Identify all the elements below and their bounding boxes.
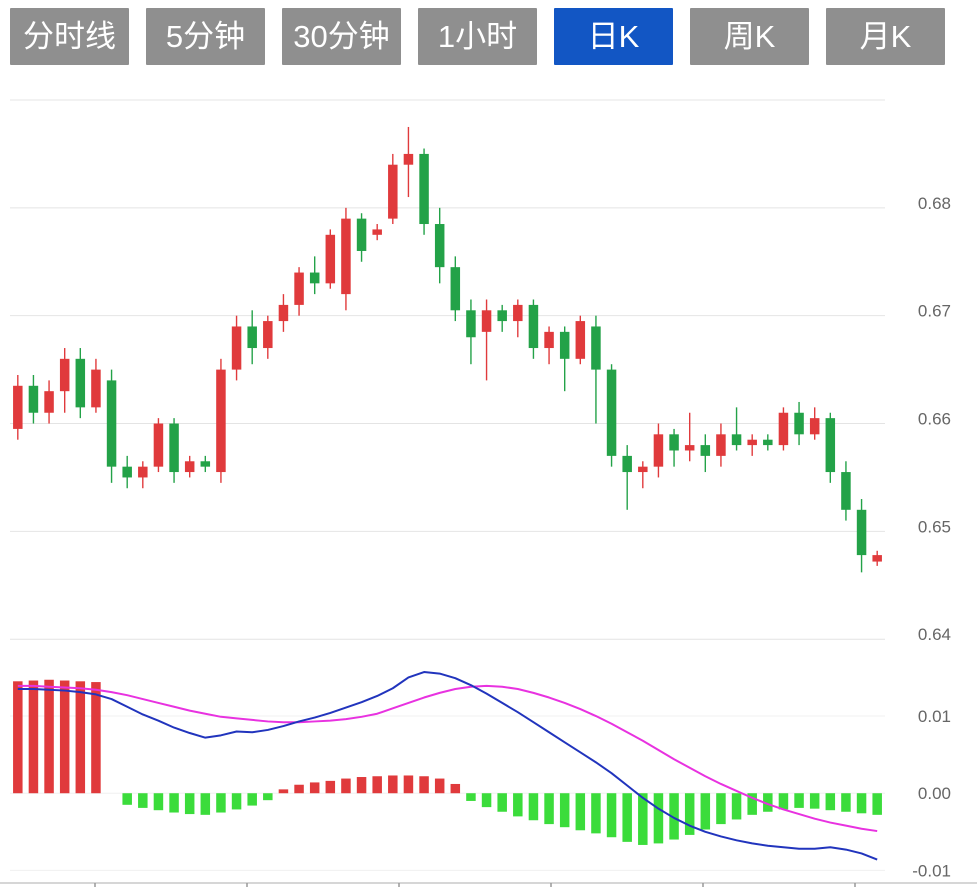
svg-text:0.01: 0.01 (918, 707, 951, 726)
timeframe-button-monthly[interactable]: 月K (826, 8, 945, 65)
macd-histogram (13, 679, 882, 845)
timeframe-button-5min[interactable]: 5分钟 (146, 8, 265, 65)
x-axis (0, 882, 977, 887)
price-axis-labels: 0.68 0.67 0.66 0.65 0.64 (918, 194, 951, 644)
svg-text:0.64: 0.64 (918, 625, 951, 644)
macd-axis-labels: 0.01 0.00 -0.01 (912, 707, 951, 880)
timeframe-button-1hour[interactable]: 1小时 (418, 8, 537, 65)
price-gridlines (10, 99, 885, 640)
svg-text:-0.01: -0.01 (912, 861, 951, 880)
macd-dea-line (17, 684, 878, 833)
macd-lines (17, 671, 878, 861)
svg-text:0.66: 0.66 (918, 410, 951, 429)
timeframe-button-30min[interactable]: 30分钟 (282, 8, 401, 65)
svg-text:0.00: 0.00 (918, 784, 951, 803)
macd-dif-line (17, 671, 878, 861)
timeframe-button-weekly[interactable]: 周K (690, 8, 809, 65)
timeframe-toolbar: 分时线 5分钟 30分钟 1小时 日K 周K 月K (10, 8, 945, 65)
timeframe-button-timeshare[interactable]: 分时线 (10, 8, 129, 65)
svg-text:0.68: 0.68 (918, 194, 951, 213)
svg-text:0.65: 0.65 (918, 517, 951, 536)
timeframe-button-daily[interactable]: 日K (554, 8, 673, 65)
candlestick-series[interactable] (13, 126, 882, 573)
svg-text:0.67: 0.67 (918, 302, 951, 321)
